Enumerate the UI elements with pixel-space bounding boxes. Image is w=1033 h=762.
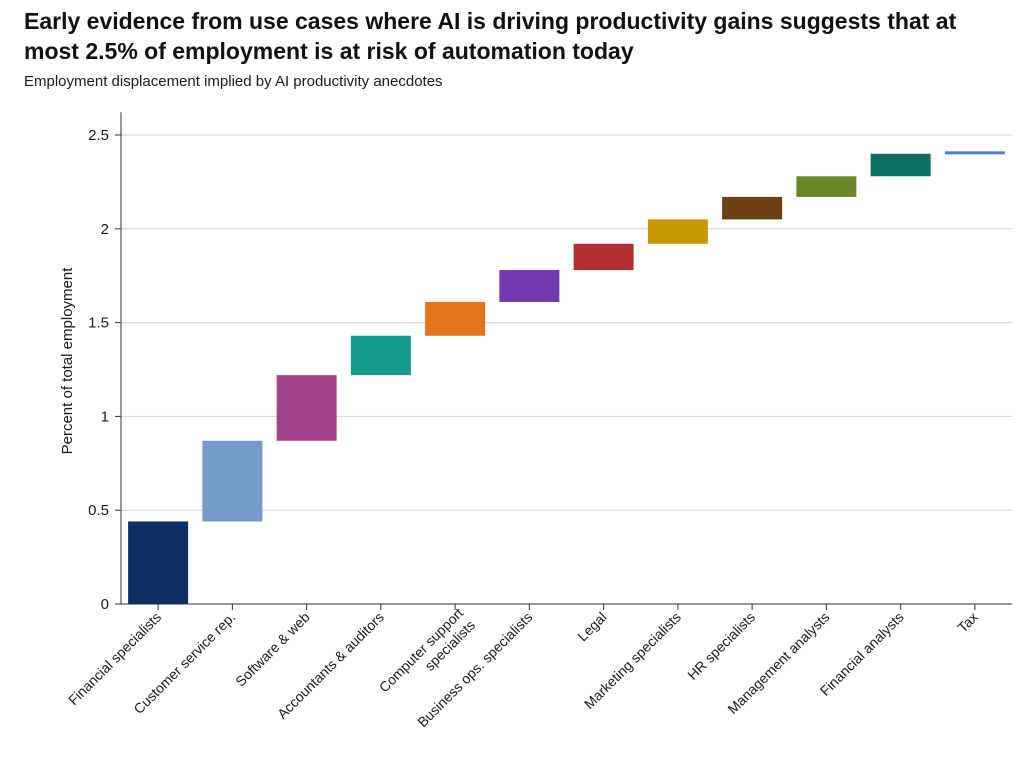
bar-accountants-auditors <box>350 335 411 376</box>
bar-business-ops-specialists <box>499 270 560 302</box>
y-tick-label: 2.5 <box>88 127 109 144</box>
bar-computer-support-specialists <box>425 301 486 336</box>
y-tick-label: 1.5 <box>88 315 109 332</box>
bar-marketing-specialists <box>647 219 708 244</box>
x-tick-label: Legal <box>574 609 610 645</box>
bar-tax <box>944 151 1005 155</box>
x-tick-label: Tax <box>954 609 981 636</box>
bar-financial-specialists <box>128 521 189 604</box>
x-tick-label: Software & web <box>232 609 313 690</box>
y-tick-label: 0 <box>101 596 109 613</box>
bar-hr-specialists <box>722 196 783 220</box>
y-tick-label: 0.5 <box>88 502 109 519</box>
bar-financial-analysts <box>870 153 931 177</box>
bar-legal <box>573 243 634 271</box>
chart-subtitle: Employment displacement implied by AI pr… <box>24 73 443 90</box>
bar-management-analysts <box>796 176 857 197</box>
y-tick-label: 1 <box>101 408 109 425</box>
bar-customer-service-rep <box>202 440 263 522</box>
chart-title: Early evidence from use cases where AI i… <box>24 8 957 64</box>
bars <box>128 151 1005 604</box>
bar-software-web <box>276 375 337 441</box>
y-tick-label: 2 <box>101 221 109 238</box>
x-tick-label: HR specialists <box>684 609 758 683</box>
y-axis-label: Percent of total employment <box>59 267 76 455</box>
gridlines <box>121 134 1012 511</box>
